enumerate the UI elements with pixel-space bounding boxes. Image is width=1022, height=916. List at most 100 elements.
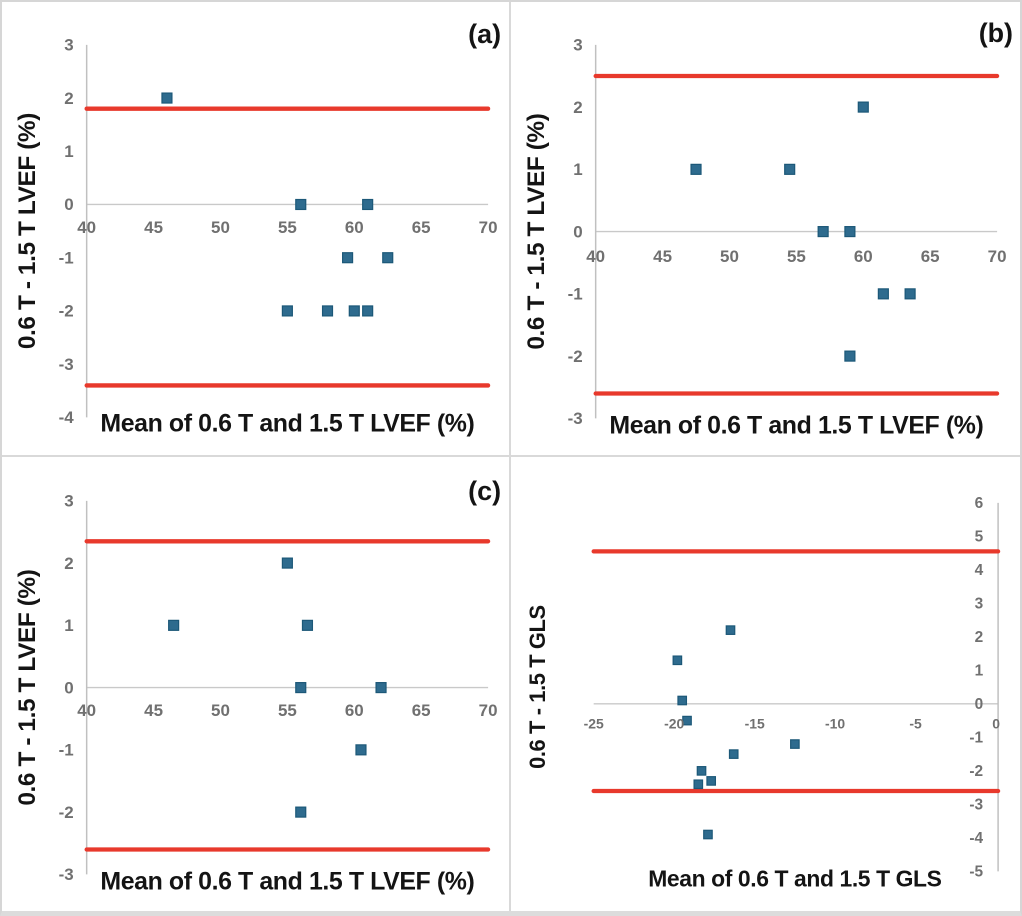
data-point-marker bbox=[362, 305, 374, 317]
data-point-marker bbox=[281, 557, 293, 569]
x-tick-label: -20 bbox=[664, 716, 684, 732]
y-tick-label: 1 bbox=[573, 160, 582, 179]
panel-b: 3 2 1 0 -1 -2 -3 40 45 50 55 60 65 70 0.6 T - 1.5 T LV… bbox=[511, 2, 1020, 459]
panel-letter: (c) bbox=[468, 476, 501, 506]
x-tick-label: 40 bbox=[586, 247, 605, 266]
panel-c: 3 2 1 0 -1 -2 -3 40 45 50 55 60 65 70 0.6 T - 1.5 T LV… bbox=[2, 458, 511, 911]
x-axis-title: Mean of 0.6 T and 1.5 T LVEF (%) bbox=[100, 868, 474, 896]
y-tick-label: -3 bbox=[59, 865, 74, 884]
y-tick-label: -1 bbox=[969, 730, 983, 747]
y-tick-label: 2 bbox=[573, 98, 582, 117]
data-point-marker bbox=[161, 92, 173, 104]
x-tick-label: 55 bbox=[278, 218, 297, 237]
x-tick-label: 60 bbox=[345, 701, 364, 720]
x-tick-label: 60 bbox=[854, 247, 873, 266]
scatter-plot-svg: 3 2 1 0 -1 -2 -3 -4 40 45 50 55 60 65 70 0.6 T - 1.5 T … bbox=[14, 19, 501, 437]
panel-a: 3 2 1 0 -1 -2 -3 -4 40 45 50 55 60 65 70 0.6 T - 1.5 T … bbox=[2, 2, 511, 459]
data-point-marker bbox=[168, 619, 180, 632]
data-point-marker bbox=[693, 779, 704, 790]
y-tick-label: 5 bbox=[975, 529, 984, 546]
y-tick-label: 2 bbox=[64, 554, 73, 573]
data-point-marker bbox=[355, 744, 367, 756]
data-point-marker bbox=[295, 682, 307, 694]
x-tick-label: 70 bbox=[479, 218, 498, 237]
y-tick-label: 3 bbox=[975, 596, 984, 613]
x-tick-label: 45 bbox=[144, 701, 163, 720]
data-point-marker bbox=[295, 806, 307, 818]
y-tick-label: 1 bbox=[975, 663, 984, 680]
data-point-marker bbox=[696, 766, 707, 776]
scatter-plot-svg: 6 5 4 3 2 1 0 -1 -2 -3 -4 -5 -25 -20 -15 -10 -5 0 0.6 T - … bbox=[525, 495, 1001, 892]
horizontal-divider bbox=[2, 455, 1020, 457]
y-tick-label: -4 bbox=[59, 408, 75, 427]
x-tick-label: 60 bbox=[345, 218, 364, 237]
scatter-plot-svg: 3 2 1 0 -1 -2 -3 40 45 50 55 60 65 70 0.6 T - 1.5 T LV… bbox=[14, 476, 501, 896]
data-point-marker bbox=[348, 305, 360, 317]
data-point-marker bbox=[672, 655, 683, 666]
data-point-marker bbox=[790, 739, 800, 750]
x-tick-label: -10 bbox=[825, 716, 845, 732]
y-tick-label: -1 bbox=[59, 741, 74, 760]
data-point-marker bbox=[682, 715, 692, 726]
data-point-marker bbox=[382, 252, 394, 264]
y-tick-label: 3 bbox=[573, 36, 582, 55]
y-tick-label: -2 bbox=[59, 803, 74, 822]
y-tick-label: 6 bbox=[975, 495, 984, 512]
x-tick-label: 50 bbox=[211, 701, 230, 720]
data-point-marker bbox=[703, 829, 713, 840]
data-point-marker bbox=[857, 101, 869, 113]
y-tick-label: 3 bbox=[64, 492, 73, 511]
y-tick-label: 0 bbox=[64, 679, 73, 698]
y-axis-title: 0.6 T - 1.5 T GLS bbox=[525, 605, 550, 769]
data-point-marker bbox=[301, 619, 314, 632]
data-point-marker bbox=[817, 226, 829, 238]
data-point-marker bbox=[844, 226, 856, 238]
data-point-marker bbox=[690, 163, 702, 175]
y-tick-label: -2 bbox=[59, 302, 74, 321]
panel-d: 6 5 4 3 2 1 0 -1 -2 -3 -4 -5 -25 -20 -15 -10 -5 0 0.6 T - … bbox=[511, 458, 1020, 911]
x-tick-label: 40 bbox=[77, 701, 96, 720]
y-axis-title: 0.6 T - 1.5 T LVEF (%) bbox=[523, 114, 550, 350]
y-tick-label: -2 bbox=[969, 763, 983, 780]
y-tick-label: 2 bbox=[975, 629, 984, 646]
panel-letter: (b) bbox=[979, 18, 1013, 48]
panel-letter: (a) bbox=[468, 19, 501, 49]
y-tick-label: 3 bbox=[64, 36, 73, 55]
x-tick-label: 45 bbox=[653, 247, 672, 266]
x-tick-label: 0 bbox=[992, 716, 1000, 732]
data-point-marker bbox=[677, 695, 688, 706]
y-tick-label: -1 bbox=[59, 248, 74, 267]
y-tick-label: -3 bbox=[59, 355, 74, 374]
y-tick-label: -1 bbox=[568, 285, 583, 304]
data-point-marker bbox=[321, 305, 334, 317]
x-tick-label: 65 bbox=[412, 218, 431, 237]
y-tick-label: 1 bbox=[64, 142, 73, 161]
x-tick-label: 50 bbox=[211, 218, 230, 237]
y-tick-label: -3 bbox=[969, 797, 983, 814]
y-tick-label: -2 bbox=[568, 347, 583, 366]
data-point-marker bbox=[877, 288, 889, 300]
x-tick-label: 40 bbox=[77, 218, 96, 237]
data-point-marker bbox=[362, 198, 374, 211]
data-point-marker bbox=[904, 288, 916, 300]
y-axis-title: 0.6 T - 1.5 T LVEF (%) bbox=[14, 113, 41, 349]
x-tick-label: -5 bbox=[909, 716, 922, 732]
x-axis-title: Mean of 0.6 T and 1.5 T GLS bbox=[648, 866, 941, 892]
data-point-marker bbox=[784, 163, 796, 175]
data-point-marker bbox=[342, 252, 354, 264]
x-tick-label: -15 bbox=[745, 716, 765, 732]
x-tick-label: 70 bbox=[988, 247, 1007, 266]
y-axis-title: 0.6 T - 1.5 T LVEF (%) bbox=[14, 570, 41, 806]
y-tick-label: -3 bbox=[568, 409, 583, 428]
data-point-marker bbox=[728, 749, 739, 760]
y-tick-label: 0 bbox=[573, 222, 582, 241]
x-tick-label: 55 bbox=[278, 701, 297, 720]
data-point-marker bbox=[295, 198, 307, 211]
x-tick-label: 55 bbox=[787, 247, 806, 266]
x-tick-label: 70 bbox=[479, 701, 498, 720]
data-point-marker bbox=[281, 305, 293, 317]
x-tick-label: -25 bbox=[584, 716, 604, 732]
y-tick-label: 2 bbox=[64, 89, 73, 108]
data-point-marker bbox=[706, 776, 717, 786]
